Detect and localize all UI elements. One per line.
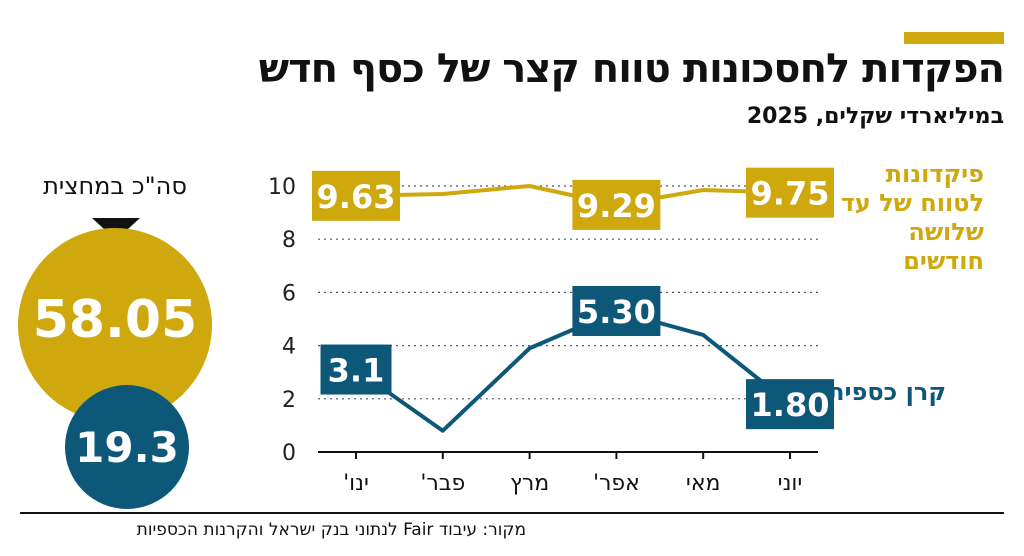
deposits-total-circle: 58.05 bbox=[18, 228, 212, 422]
data-label: 5.30 bbox=[577, 293, 656, 331]
mmf-total-value: 19.3 bbox=[75, 422, 179, 472]
deposits-total-value: 58.05 bbox=[32, 290, 198, 350]
data-label-box bbox=[572, 179, 661, 230]
data-label: 9.29 bbox=[577, 187, 656, 225]
bottom-rule bbox=[20, 512, 1004, 514]
data-label-box bbox=[746, 167, 834, 218]
data-label-box bbox=[320, 344, 392, 395]
data-label: 9.63 bbox=[317, 178, 396, 216]
data-label: 1.80 bbox=[751, 386, 830, 424]
y-tick-label: 10 bbox=[268, 175, 296, 200]
legend-deposits: פיקדונות לטווח של עד שלושה חודשים bbox=[840, 160, 984, 275]
chart-title: הפקדות לחסכונות טווח קצר של כסף חדש bbox=[258, 46, 1005, 92]
x-tick-label: יוני bbox=[778, 471, 803, 496]
half-year-total-label: סה"כ במחצית bbox=[43, 172, 187, 200]
chart-subtitle: במיליארדי שקלים, 2025 bbox=[746, 104, 1004, 129]
y-tick-label: 4 bbox=[282, 335, 296, 360]
data-label-box bbox=[746, 379, 834, 430]
y-tick-label: 6 bbox=[282, 281, 296, 306]
data-label: 3.1 bbox=[328, 352, 385, 390]
data-label-box bbox=[572, 286, 661, 337]
y-tick-label: 8 bbox=[282, 228, 296, 253]
mmf-total-circle: 19.3 bbox=[65, 385, 189, 509]
y-tick-label: 0 bbox=[282, 441, 296, 466]
x-tick-label: פבר' bbox=[420, 471, 465, 496]
source-note: מקור: עיבוד Fair לנתוני בנק ישראל והקרנו… bbox=[136, 520, 526, 540]
x-tick-label: אפר' bbox=[593, 471, 640, 496]
data-label: 9.75 bbox=[751, 175, 830, 213]
accent-bar bbox=[904, 32, 1004, 44]
x-tick-label: מרץ bbox=[510, 471, 549, 496]
data-label-box bbox=[312, 170, 400, 221]
legend-mmf: קרן כספית bbox=[828, 378, 946, 406]
x-tick-label: ינו' bbox=[343, 471, 369, 496]
x-tick-label: מאי bbox=[686, 471, 721, 496]
y-tick-label: 2 bbox=[282, 388, 296, 413]
